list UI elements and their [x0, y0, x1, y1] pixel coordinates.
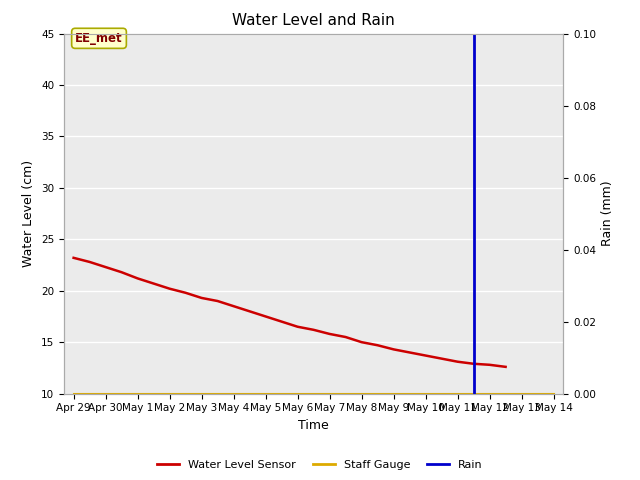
Y-axis label: Water Level (cm): Water Level (cm) [22, 160, 35, 267]
Y-axis label: Rain (mm): Rain (mm) [602, 181, 614, 246]
X-axis label: Time: Time [298, 419, 329, 432]
Title: Water Level and Rain: Water Level and Rain [232, 13, 395, 28]
Text: EE_met: EE_met [76, 32, 123, 45]
Legend: Water Level Sensor, Staff Gauge, Rain: Water Level Sensor, Staff Gauge, Rain [153, 456, 487, 474]
